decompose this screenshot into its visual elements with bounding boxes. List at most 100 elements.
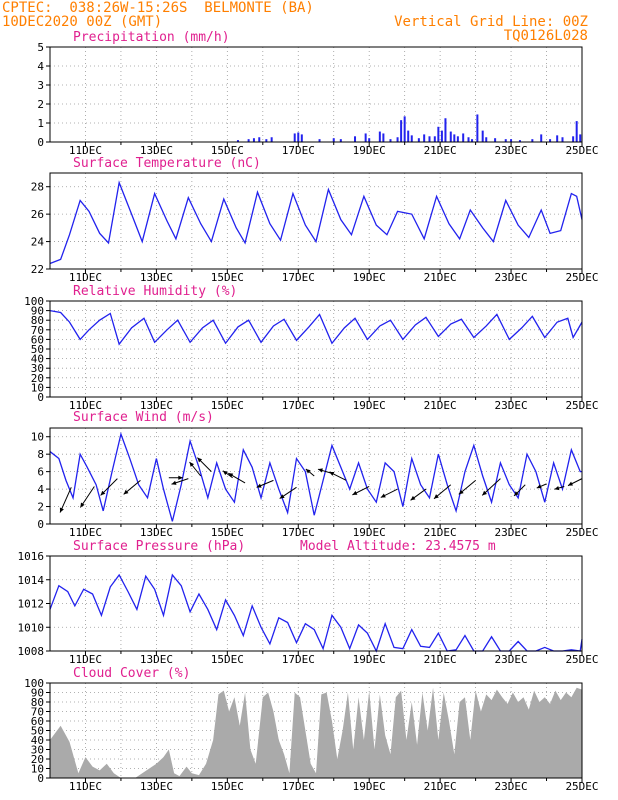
rh-ytick-label: 60 [31,333,44,346]
precip-bar [456,136,459,142]
precip-bar [467,137,470,142]
pres-xtick-label: 23DEC [495,653,528,666]
wind-ytick-label: 2 [37,501,44,514]
wind-vector [59,487,72,513]
wind-arrowhead [380,493,386,498]
header-date: 10DEC2020 00Z (GMT) [2,14,163,30]
pres-xtick-label: 17DEC [282,653,315,666]
wind-xtick-label: 19DEC [353,526,386,539]
rh-xtick-label: 17DEC [282,399,315,412]
rh-title: Relative Humidity (%) [73,284,237,299]
wind-arrowhead [279,494,285,499]
precip-bar [297,132,300,142]
precip-ytick-label: 2 [37,98,44,111]
precip-bar [549,139,552,142]
rh-xtick-label: 21DEC [424,399,457,412]
precip-bar [510,139,513,142]
wind-arrowhead [171,480,177,485]
precip-bar [433,136,436,142]
wind-arrowhead [305,469,311,474]
precip-ytick-label: 0 [37,136,44,149]
precip-bar [444,118,447,142]
wind-arrowhead [458,489,464,495]
wind-arrowhead [80,502,85,508]
pres-xtick-label: 25DEC [565,653,598,666]
wind-arrowhead [100,490,106,496]
rh-ytick-label: 20 [31,372,44,385]
rh-xtick-label: 25DEC [565,399,598,412]
precip-bar [318,139,321,142]
rh-xtick-label: 13DEC [140,399,173,412]
wind-xtick-label: 15DEC [211,526,244,539]
wind-arrowhead [197,457,203,463]
wind-arrowhead [228,473,234,478]
pres-ytick-label: 1016 [18,550,45,563]
precip-bar [403,116,406,142]
cloud-ytick-label: 20 [31,753,44,766]
precip-bar [476,114,479,142]
wind-arrowhead [482,490,488,496]
wind-xtick-label: 17DEC [282,526,315,539]
cloud-xtick-label: 21DEC [424,780,457,793]
cloud-ytick-label: 80 [31,696,44,709]
precip-bar [300,134,303,142]
wind-arrowhead [256,483,262,488]
wind-arrowhead [189,462,195,467]
precip-bar [407,130,410,142]
cloud-xtick-label: 13DEC [140,780,173,793]
wind-arrowhead [317,468,323,473]
header-model-id: TQ0126L028 [503,28,588,44]
pres-xtick-label: 11DEC [69,653,102,666]
cloud-xtick-label: 17DEC [282,780,315,793]
wind-arrowhead [352,490,358,495]
precip-xtick-label: 23DEC [495,144,528,157]
precip-bar [252,138,255,142]
wind-xtick-label: 25DEC [565,526,598,539]
temp-xtick-label: 11DEC [69,271,102,284]
pres-ytick-label: 1010 [18,621,45,634]
rh-ytick-label: 90 [31,305,44,318]
rh-ytick-label: 100 [24,295,44,308]
pres-series-line [49,573,583,653]
wind-arrowhead [410,495,416,501]
wind-xtick-label: 13DEC [140,526,173,539]
wind-arrowhead [59,507,64,513]
precip-bar [575,121,578,142]
precip-bar [400,120,403,142]
cloud-ytick-label: 0 [37,772,44,785]
cloud-ytick-label: 100 [24,677,44,690]
wind-ytick-label: 4 [37,483,44,496]
precip-bar [410,135,413,142]
temp-xtick-label: 21DEC [424,271,457,284]
pres-xtick-label: 21DEC [424,653,457,666]
wind-arrowhead [554,485,560,491]
precip-bar [518,140,521,142]
precip-bar [332,138,335,142]
cloud-xtick-label: 15DEC [211,780,244,793]
precip-bar [462,133,465,142]
precip-xtick-label: 21DEC [424,144,457,157]
rh-ytick-label: 40 [31,353,44,366]
temp-xtick-label: 19DEC [353,271,386,284]
precip-bar [494,138,497,142]
pres-xtick-label: 19DEC [353,653,386,666]
precip-bar [382,133,385,142]
precip-bar [572,136,575,142]
pres-ytick-label: 1008 [18,645,45,658]
precip-bar [265,139,268,142]
precip-bar [396,137,399,142]
precip-bar [389,139,392,142]
cloud-xtick-label: 11DEC [69,780,102,793]
precip-xtick-label: 19DEC [353,144,386,157]
precip-bar [453,134,456,142]
wind-arrowhead [568,481,573,486]
cloud-ytick-label: 60 [31,715,44,728]
wind-ytick-label: 6 [37,466,44,479]
precip-title: Precipitation (mm/h) [73,30,230,45]
pres-xtick-label: 15DEC [211,653,244,666]
precip-bar [437,126,440,142]
precip-bar [258,137,261,142]
rh-ytick-label: 50 [31,343,44,356]
temp-ytick-label: 24 [31,236,45,249]
